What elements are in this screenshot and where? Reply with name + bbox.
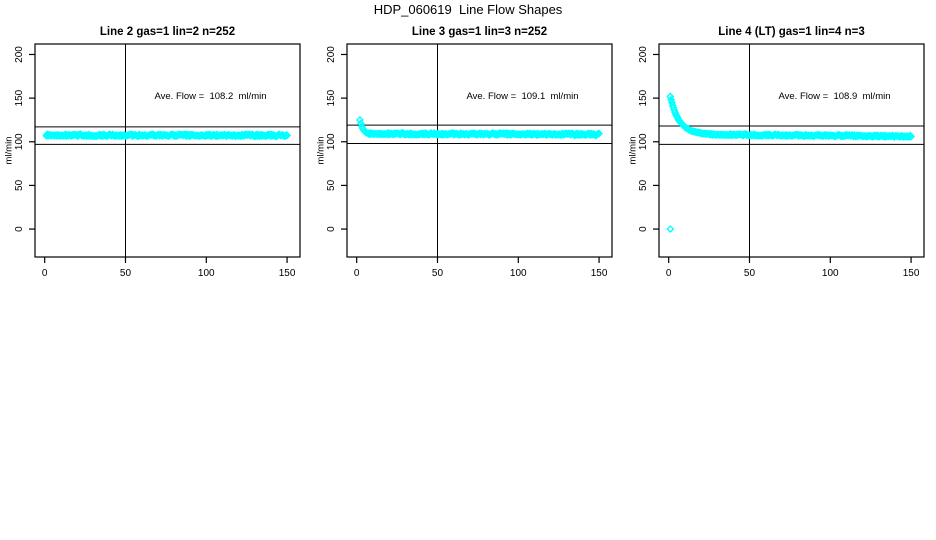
svg-text:200: 200 [14, 46, 25, 63]
panel-line2: 0 50 100 150 0 50 100 150 200 Line 2 gas=1 lin=2… [0, 0, 312, 300]
svg-text:0: 0 [666, 268, 672, 279]
svg-text:100: 100 [14, 133, 25, 150]
svg-text:50: 50 [326, 179, 337, 191]
panel-title: Line 2 gas=1 lin=2 n=252 [99, 26, 236, 38]
ave-flow-annotation: Ave. Flow = 109.1 ml/min [466, 91, 579, 102]
svg-text:0: 0 [354, 268, 360, 279]
panels-row: 0 50 100 150 0 50 100 150 200 Line 2 gas=1 lin=2… [0, 0, 936, 300]
data-points [355, 115, 604, 140]
figure-title: HDP_060619 Line Flow Shapes [373, 2, 563, 17]
svg-text:100: 100 [638, 133, 649, 150]
svg-text:200: 200 [326, 46, 337, 63]
svg-text:100: 100 [326, 133, 337, 150]
y-axis-label: ml/min [315, 136, 327, 165]
svg-text:100: 100 [822, 268, 839, 279]
plot-canvas-line2: 0 50 100 150 0 50 100 150 200 [14, 43, 301, 279]
svg-text:50: 50 [432, 268, 444, 279]
ave-flow-annotation: Ave. Flow = 108.9 ml/min [778, 91, 891, 102]
svg-text:200: 200 [638, 46, 649, 63]
y-axis-label: ml/min [627, 136, 639, 165]
y-axis-label: ml/min [3, 136, 15, 165]
data-points [666, 92, 916, 234]
panel-line3: 0 50 100 150 0 50 100 150 200 Line 3 gas=1 lin=3… [312, 0, 624, 300]
svg-text:0: 0 [326, 226, 337, 232]
svg-text:150: 150 [591, 268, 608, 279]
svg-text:150: 150 [326, 89, 337, 106]
svg-text:100: 100 [510, 268, 527, 279]
ave-flow-annotation: Ave. Flow = 108.2 ml/min [154, 91, 267, 102]
svg-text:50: 50 [120, 268, 132, 279]
svg-text:150: 150 [903, 268, 920, 279]
svg-text:0: 0 [638, 226, 649, 232]
svg-text:0: 0 [14, 226, 25, 232]
panel-line4: 0 50 100 150 0 50 100 150 200 Line 4 (LT) gas=1 … [624, 0, 936, 300]
svg-text:150: 150 [638, 89, 649, 106]
svg-text:150: 150 [14, 89, 25, 106]
svg-text:50: 50 [744, 268, 756, 279]
panel-title: Line 4 (LT) gas=1 lin=4 n=3 [718, 26, 865, 38]
svg-text:100: 100 [198, 268, 215, 279]
svg-text:50: 50 [638, 179, 649, 191]
plot-canvas-line3: 0 50 100 150 0 50 100 150 200 [326, 43, 613, 279]
data-points [42, 130, 292, 141]
svg-text:150: 150 [279, 268, 296, 279]
panel-title: Line 3 gas=1 lin=3 n=252 [411, 26, 548, 38]
plot-canvas-line4: 0 50 100 150 0 50 100 150 200 [638, 43, 925, 279]
svg-text:0: 0 [42, 268, 48, 279]
svg-text:50: 50 [14, 179, 25, 191]
